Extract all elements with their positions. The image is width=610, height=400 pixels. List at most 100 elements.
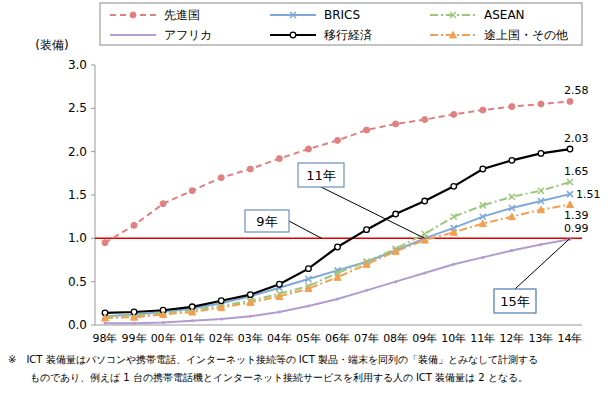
marker — [422, 117, 428, 123]
x-tick-label: 09年 — [412, 332, 437, 345]
x-tick-label: 12年 — [499, 332, 524, 345]
legend-item: BRICS — [270, 8, 360, 22]
marker — [278, 311, 281, 314]
marker — [567, 146, 573, 152]
y-tick — [91, 65, 95, 66]
marker — [567, 201, 574, 208]
y-tick-label: 2.0 — [68, 145, 87, 159]
legend-label: アフリカ — [164, 28, 212, 42]
legend-label: 先進国 — [164, 8, 200, 22]
series-line — [105, 205, 570, 319]
marker — [249, 315, 252, 318]
marker — [102, 315, 109, 322]
x-tick-label: 14年 — [558, 332, 583, 345]
marker — [365, 289, 368, 292]
legend-marker — [290, 32, 296, 38]
marker — [133, 322, 136, 325]
legend-item: 途上国・その他 — [430, 28, 568, 42]
y-tick-label: 1.0 — [68, 231, 87, 245]
x-tick-label: 13年 — [528, 332, 553, 345]
callout-pointer — [289, 221, 322, 238]
marker — [393, 121, 399, 127]
marker — [394, 280, 397, 283]
marker — [480, 107, 486, 113]
y-tick — [91, 281, 95, 282]
y-tick — [91, 238, 95, 239]
marker — [509, 104, 515, 110]
callout-box — [245, 210, 289, 232]
series-line — [105, 182, 570, 316]
y-axis-title: (装備) — [35, 38, 68, 52]
marker — [567, 98, 573, 104]
marker — [305, 146, 311, 152]
x-tick-label: 02年 — [209, 332, 234, 345]
marker — [218, 175, 224, 181]
marker — [538, 101, 544, 107]
marker — [452, 263, 455, 266]
marker — [450, 229, 457, 236]
x-tick-label: 08年 — [383, 332, 408, 345]
x-tick-label: 03年 — [238, 332, 263, 345]
marker — [392, 248, 399, 255]
marker — [423, 272, 426, 275]
marker — [247, 299, 254, 306]
marker — [539, 243, 542, 246]
y-tick-label: 1.5 — [68, 188, 87, 202]
marker — [276, 156, 282, 162]
y-tick — [91, 325, 95, 326]
marker — [481, 256, 484, 259]
marker — [537, 206, 544, 213]
marker — [538, 151, 544, 157]
legend-marker — [130, 12, 136, 18]
legend-swatch — [110, 34, 156, 36]
y-tick — [91, 108, 95, 109]
data-label: 2.58 — [564, 84, 589, 97]
legend-item: ASEAN — [430, 8, 525, 22]
marker — [248, 292, 254, 298]
y-tick-label: 0.5 — [68, 275, 87, 289]
marker — [451, 111, 457, 117]
marker — [509, 205, 515, 211]
annotation: 15年 — [500, 294, 530, 309]
y-tick — [91, 151, 95, 152]
marker — [480, 166, 486, 172]
marker — [191, 319, 194, 322]
marker — [336, 298, 339, 301]
marker — [335, 244, 341, 250]
legend-item: アフリカ — [110, 28, 212, 42]
marker — [480, 202, 486, 208]
marker — [334, 274, 341, 281]
callout-box — [494, 289, 536, 313]
marker — [277, 281, 283, 287]
y-tick — [91, 195, 95, 196]
x-tick-label: 99年 — [122, 332, 147, 345]
marker — [451, 214, 457, 220]
marker — [247, 166, 253, 172]
marker — [306, 266, 312, 272]
annotation: 9年 — [256, 214, 277, 229]
x-tick-label: 04年 — [267, 332, 292, 345]
marker — [538, 198, 544, 204]
x-tick-label: 11年 — [470, 332, 495, 345]
plot-data — [102, 98, 574, 324]
series-line — [105, 149, 570, 313]
legend-marker — [450, 12, 456, 18]
marker — [479, 220, 486, 227]
marker — [363, 261, 370, 268]
x-tick-label: 01年 — [180, 332, 205, 345]
data-label: 1.39 — [564, 209, 589, 222]
marker — [189, 188, 195, 194]
data-label: 1.51 — [576, 188, 601, 201]
legend-item: 先進国 — [110, 8, 200, 22]
marker — [131, 222, 137, 228]
marker — [480, 214, 486, 220]
legend-marker — [450, 32, 457, 39]
marker — [305, 285, 312, 292]
x-axis-line — [95, 325, 582, 326]
footnote: ※ ICT 装備量はパソコンや携帯電話、インターネット接続等の ICT 製品・端… — [8, 354, 538, 365]
series-line — [105, 194, 570, 316]
callout-pointer — [321, 187, 425, 238]
marker — [567, 179, 573, 185]
marker — [335, 137, 341, 143]
marker — [162, 321, 165, 324]
